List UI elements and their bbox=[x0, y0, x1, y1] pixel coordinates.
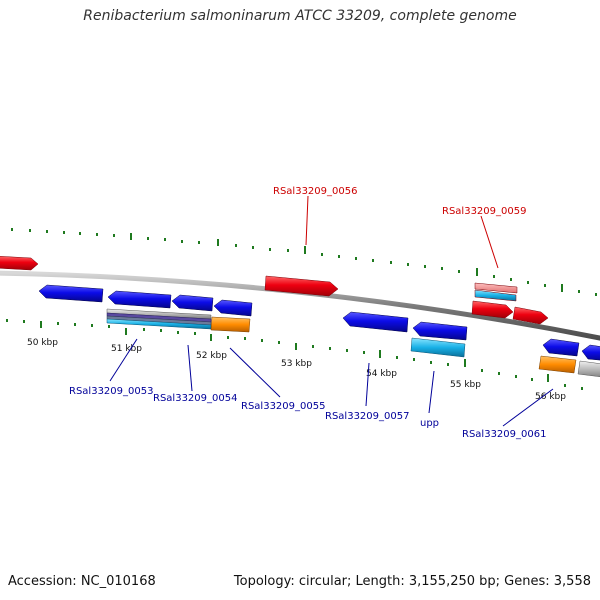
genome-summary-text: Topology: circular; Length: 3,155,250 bp… bbox=[233, 574, 591, 589]
tick-label-52kbp: 52 kbp bbox=[196, 351, 227, 361]
gene-arrow-forward[interactable] bbox=[512, 306, 549, 325]
gene-arrow-forward[interactable] bbox=[471, 300, 514, 319]
tick-label-55kbp: 55 kbp bbox=[450, 380, 481, 390]
forward-strand-genes bbox=[0, 256, 549, 325]
reverse-strand-genes bbox=[38, 284, 600, 361]
accession-text: Accession: NC_010168 bbox=[8, 574, 156, 589]
rna-feature-forward[interactable] bbox=[474, 289, 517, 302]
tick-label-56kbp: 56 kbp bbox=[535, 392, 566, 402]
tick-label-53kbp: 53 kbp bbox=[281, 359, 312, 369]
outer-tick-row bbox=[11, 228, 597, 296]
gene-arrow-reverse[interactable] bbox=[107, 290, 172, 309]
gene-label-reverse[interactable]: RSal33209_0057 bbox=[325, 411, 409, 422]
rna-feature-forward[interactable] bbox=[474, 282, 518, 294]
feature-orange[interactable] bbox=[210, 316, 251, 333]
gene-label-forward[interactable]: RSal33209_0059 bbox=[442, 206, 526, 217]
gene-label-reverse[interactable]: upp bbox=[420, 418, 439, 429]
feature-light-blue[interactable] bbox=[410, 337, 466, 358]
gene-label-reverse[interactable]: RSal33209_0061 bbox=[462, 429, 546, 440]
gene-label-reverse[interactable]: RSal33209_0055 bbox=[241, 401, 325, 412]
gene-label-reverse[interactable]: RSal33209_0053 bbox=[69, 386, 153, 397]
other-features bbox=[106, 308, 600, 378]
gene-arrow-reverse[interactable] bbox=[171, 294, 214, 312]
feature-orange[interactable] bbox=[538, 355, 577, 374]
gene-arrow-reverse[interactable] bbox=[213, 299, 253, 317]
gene-arrow-reverse[interactable] bbox=[342, 311, 409, 333]
label-leader-lines bbox=[109, 195, 554, 427]
gene-arrow-reverse[interactable] bbox=[412, 321, 468, 341]
feature-grey[interactable] bbox=[577, 360, 600, 378]
tick-label-54kbp: 54 kbp bbox=[366, 369, 397, 379]
gene-arrow-reverse[interactable] bbox=[38, 284, 104, 303]
gene-arrow-reverse[interactable] bbox=[542, 338, 580, 357]
gene-arrow-reverse[interactable] bbox=[581, 344, 600, 361]
map-title: Renibacterium salmoninarum ATCC 33209, c… bbox=[83, 8, 517, 24]
gene-label-reverse[interactable]: RSal33209_0054 bbox=[153, 393, 237, 404]
tick-label-51kbp: 51 kbp bbox=[111, 344, 142, 354]
gene-arrow-forward[interactable] bbox=[264, 275, 339, 297]
inner-tick-row bbox=[6, 319, 583, 390]
gene-arrow-forward[interactable] bbox=[0, 256, 39, 271]
gene-label-forward[interactable]: RSal33209_0056 bbox=[273, 186, 357, 197]
tick-label-50kbp: 50 kbp bbox=[27, 338, 58, 348]
